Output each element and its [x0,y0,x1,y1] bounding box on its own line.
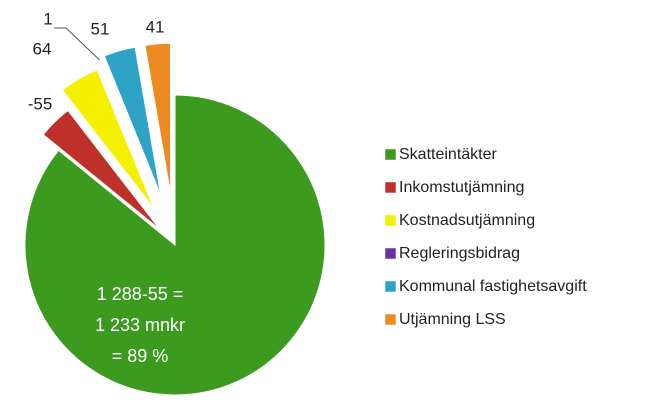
pie-slice [144,42,172,194]
legend-label: Kostnadsutjämning [399,212,535,229]
leader-line [54,27,100,61]
legend-label: Utjämning LSS [399,311,506,328]
legend-label: Inkomstutjämning [399,179,524,196]
pie-slice [99,62,159,203]
legend-label: Kommunal fastighetsavgift [399,278,587,295]
pie-slice [24,94,326,396]
data-label: 64 [33,39,52,58]
legend-swatch [384,280,397,293]
pie-slice [42,109,161,230]
data-label: -55 [28,94,53,113]
data-label: 41 [146,17,165,36]
annotation: 1 288-55 = [97,284,184,304]
annotation: 1 233 mnkr [95,315,185,335]
pie-slice [61,69,155,209]
data-label: 1 [43,9,52,28]
data-label: 51 [91,19,110,38]
legend-swatch [384,247,397,260]
legend-swatch [384,148,397,161]
legend-swatch [384,181,397,194]
legend-label: Skatteintäkter [399,146,498,163]
annotation: = 89 % [112,346,169,366]
pie-slice [103,46,162,196]
legend-label: Regleringsbidrag [399,245,520,262]
legend-swatch [384,214,397,227]
legend-swatch [384,313,397,326]
